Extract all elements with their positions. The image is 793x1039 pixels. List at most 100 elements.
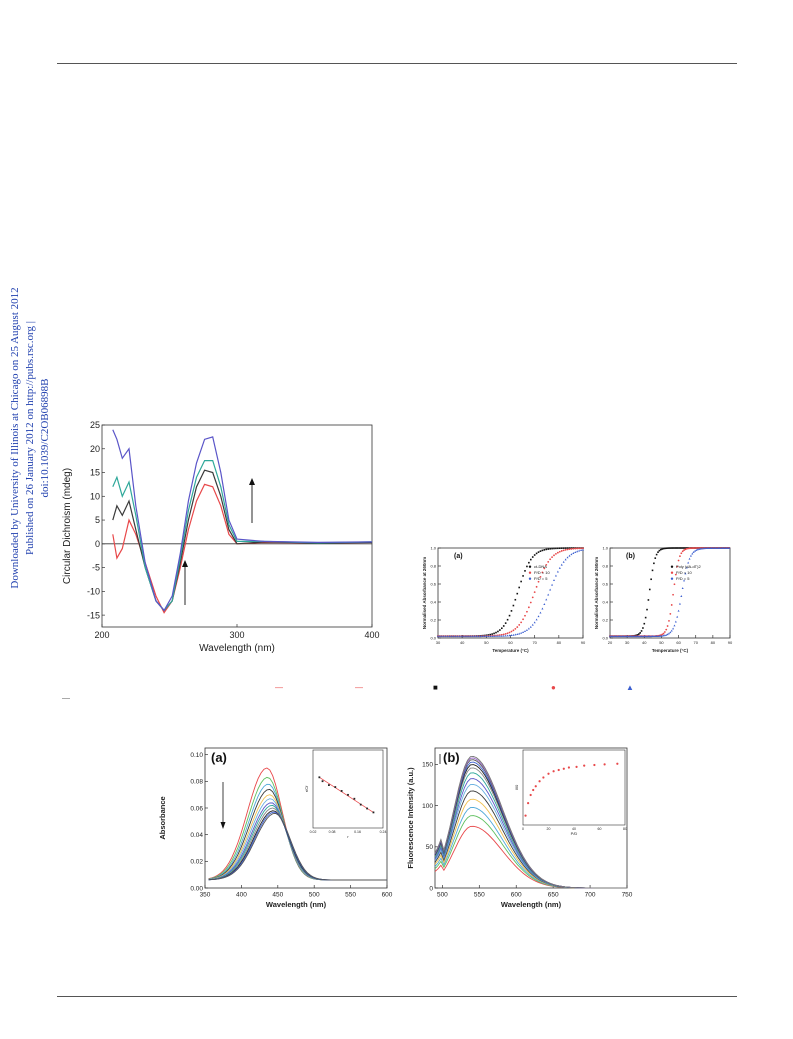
data-point xyxy=(458,635,461,638)
data-point xyxy=(467,635,470,638)
data-point xyxy=(673,583,676,586)
data-point xyxy=(628,635,631,638)
data-point xyxy=(636,635,639,638)
data-point xyxy=(707,547,710,549)
legend-entry: ct-DNA xyxy=(534,564,547,569)
data-point xyxy=(652,635,655,638)
inset-frame xyxy=(522,749,626,826)
marker-circle: ● xyxy=(551,683,556,692)
data-point xyxy=(514,598,517,601)
data-point xyxy=(681,550,684,553)
data-point xyxy=(636,634,639,636)
legend-marker xyxy=(670,577,674,580)
data-point xyxy=(672,627,675,630)
inset-point xyxy=(567,766,570,769)
data-point xyxy=(528,561,530,564)
y-tick-label: -10 xyxy=(87,587,100,597)
data-point xyxy=(522,618,524,621)
inset-y-label: I/I0 xyxy=(514,784,519,790)
data-point xyxy=(694,549,697,552)
inset-y-label: r/Cf xyxy=(304,785,309,792)
legend-entry: Poly (dA-dT)2 xyxy=(676,564,701,569)
inset-point xyxy=(603,763,606,766)
x-tick-label: 600 xyxy=(511,892,522,899)
data-point xyxy=(718,547,721,549)
y-tick-label: 0.6 xyxy=(430,581,436,586)
x-tick-label: 90 xyxy=(581,640,586,645)
data-point xyxy=(568,554,571,557)
data-point xyxy=(653,562,655,565)
data-point xyxy=(681,547,684,549)
data-point xyxy=(582,548,584,551)
y-axis-label: Normalised Absorbance at 260nm xyxy=(422,557,427,629)
data-point xyxy=(510,610,513,612)
data-point xyxy=(662,632,665,635)
data-point xyxy=(657,551,659,553)
y-tick-label: 1.0 xyxy=(602,545,608,550)
inset-point xyxy=(524,814,527,817)
data-point xyxy=(680,552,683,555)
data-point xyxy=(683,549,685,551)
x-tick-label: 80 xyxy=(711,640,716,645)
data-point xyxy=(506,632,509,635)
data-point xyxy=(617,635,620,638)
data-point xyxy=(566,548,569,551)
data-point xyxy=(551,556,553,559)
data-point xyxy=(678,602,681,605)
data-point xyxy=(688,547,691,550)
data-point xyxy=(562,547,565,549)
data-point xyxy=(673,624,676,627)
data-point xyxy=(576,547,579,550)
data-point xyxy=(677,609,680,612)
data-point xyxy=(626,635,629,638)
data-point xyxy=(640,630,643,632)
data-point xyxy=(560,550,563,552)
data-point xyxy=(574,547,577,550)
inset-point xyxy=(318,776,321,779)
x-tick-label: 60 xyxy=(508,640,513,645)
marker-square: ■ xyxy=(433,683,438,692)
data-point xyxy=(450,635,453,638)
data-point xyxy=(659,548,662,551)
data-point xyxy=(673,547,676,549)
inset-point xyxy=(321,780,324,783)
data-point xyxy=(580,547,582,550)
data-point xyxy=(578,547,581,550)
data-point xyxy=(504,634,507,637)
data-point xyxy=(703,547,706,550)
data-point xyxy=(668,619,670,622)
inset-frame xyxy=(312,749,384,829)
data-point xyxy=(663,631,666,633)
data-point xyxy=(615,635,618,638)
data-point xyxy=(502,625,505,627)
data-point xyxy=(696,547,699,549)
plot-frame xyxy=(204,747,388,889)
melting-curve-b-chart: 20 30 40 50 60 70 80 90 0.0 0.2 0.4 0.6 0.8 1.0 Temper… xyxy=(594,545,733,653)
data-point xyxy=(726,547,729,549)
data-point xyxy=(543,567,546,570)
data-point xyxy=(527,606,530,609)
cd-spectrum-chart: 200 300 400 -15 -10 -5 0 5 10 15 20 25 Wavelength (n… xyxy=(62,420,380,654)
x-tick-label: 70 xyxy=(693,640,698,645)
inset-point xyxy=(366,807,368,810)
data-point xyxy=(646,635,649,638)
x-tick-label: 650 xyxy=(548,892,559,899)
download-notice: Downloaded by University of Illinois at … xyxy=(8,262,51,614)
marker-triangle: ▲ xyxy=(626,683,634,692)
data-point xyxy=(614,635,617,638)
fluorescence-curve xyxy=(434,825,627,889)
data-point xyxy=(667,632,670,635)
data-point xyxy=(639,632,641,634)
data-point xyxy=(624,635,627,638)
data-point xyxy=(655,635,658,637)
data-point xyxy=(676,565,679,568)
data-point xyxy=(537,551,540,553)
y-tick-label: 15 xyxy=(90,468,100,478)
data-point xyxy=(706,547,709,550)
data-point xyxy=(469,635,472,638)
data-point xyxy=(643,635,646,638)
x-tick-label: 550 xyxy=(474,892,485,899)
inset-x-tick-label: 0.08 xyxy=(329,830,336,834)
data-point xyxy=(530,558,532,561)
